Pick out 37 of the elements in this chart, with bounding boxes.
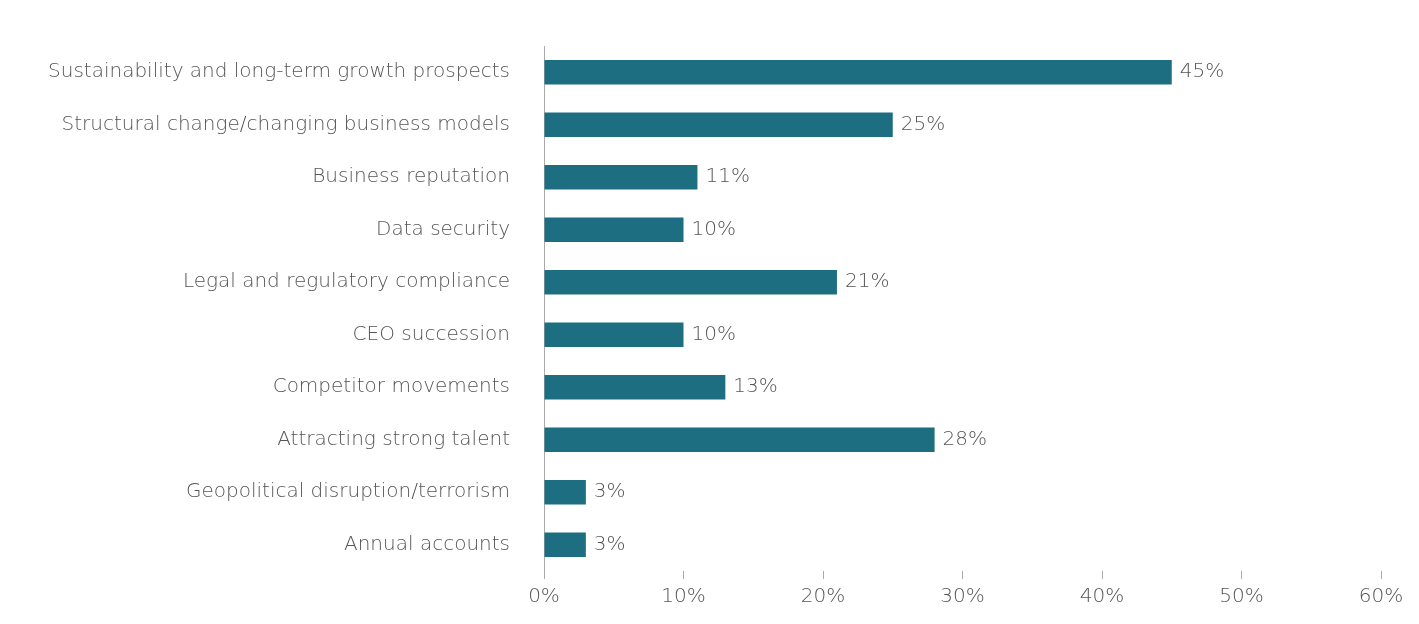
bar	[544, 59, 1172, 85]
y-tick-label: Sustainability and long-term growth prospects	[48, 58, 510, 83]
bar	[544, 479, 586, 505]
y-tick-label: Structural change/changing business models	[61, 110, 510, 135]
data-label: 45%	[1179, 58, 1225, 83]
data-label: 3%	[593, 530, 626, 555]
y-tick-label: Data security	[376, 215, 510, 240]
data-label: 28%	[942, 425, 988, 450]
x-tick-label: 20%	[800, 583, 846, 608]
data-label: 21%	[844, 268, 890, 293]
bar	[544, 374, 726, 400]
x-tick-label: 40%	[1079, 583, 1125, 608]
data-label: 10%	[691, 215, 736, 240]
data-label: 13%	[733, 373, 778, 398]
y-tick-label: Competitor movements	[272, 373, 510, 398]
y-tick-label: Legal and regulatory compliance	[182, 268, 510, 293]
y-tick-label: Annual accounts	[344, 530, 510, 555]
data-label: 11%	[705, 163, 750, 188]
x-tick-label: 50%	[1219, 583, 1264, 608]
x-tick-label: 0%	[528, 583, 560, 608]
x-tick-label: 30%	[940, 583, 985, 608]
data-label: 3%	[593, 478, 626, 503]
data-label: 10%	[691, 320, 736, 345]
bar	[544, 269, 837, 295]
bar	[544, 217, 684, 243]
bar	[544, 164, 698, 190]
y-tick-label: CEO succession	[352, 320, 510, 345]
bar	[544, 427, 935, 453]
y-tick-label: Business reputation	[312, 163, 510, 188]
bar	[544, 112, 893, 138]
y-tick-label: Attracting strong talent	[277, 425, 510, 450]
data-label: 25%	[900, 110, 946, 135]
x-tick-label: 60%	[1358, 583, 1404, 608]
bar	[544, 322, 684, 348]
bar	[544, 532, 586, 558]
x-tick-label: 10%	[661, 583, 706, 608]
y-tick-label: Geopolitical disruption/terrorism	[185, 478, 510, 503]
